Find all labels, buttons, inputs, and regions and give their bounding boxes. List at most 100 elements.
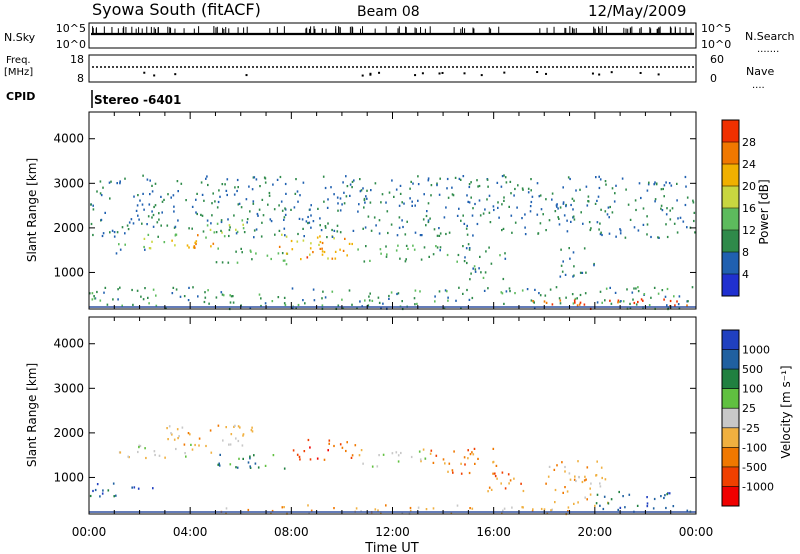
power-cell (598, 175, 600, 178)
power-cell (310, 242, 312, 245)
velocity-cell (599, 482, 601, 485)
velocity-cell (171, 433, 173, 436)
power-cell (331, 228, 333, 232)
velocity-cell (590, 482, 592, 485)
velocity-cell (420, 460, 422, 463)
power-cell (405, 258, 407, 261)
velocity-cell (198, 437, 201, 440)
power-cell (224, 183, 226, 186)
velocity-cell (447, 470, 449, 473)
power-cell (569, 257, 571, 260)
power-cell (466, 224, 468, 227)
velocity-frame (88, 316, 697, 515)
power-cell (220, 229, 222, 232)
power-cell (470, 181, 472, 184)
velocity-cell (430, 449, 433, 452)
velocity-colorbar-tick-label: -500 (742, 461, 767, 474)
velocity-cell (603, 495, 606, 498)
power-cell (101, 234, 104, 238)
freq-panel (88, 54, 697, 83)
velocity-cell (264, 464, 267, 467)
power-cell (660, 207, 662, 210)
power-cell (661, 289, 664, 292)
power-cell (249, 210, 251, 213)
power-cell (261, 198, 264, 201)
power-cell (539, 194, 542, 197)
power-cell (373, 216, 376, 219)
power-cell (511, 231, 513, 234)
cpid-value: Stereo -6401 (94, 93, 181, 107)
power-cell (399, 192, 402, 195)
power-cell (276, 178, 279, 181)
power-cell (633, 226, 636, 229)
power-cell (290, 239, 293, 243)
velocity-cell (307, 504, 309, 507)
power-cell (642, 299, 644, 302)
velocity-cell (350, 456, 353, 459)
velocity-cell (595, 502, 598, 505)
power-cell (572, 215, 575, 218)
power-cell (606, 213, 609, 216)
velocity-cell (653, 497, 656, 501)
velocity-cell (362, 462, 364, 465)
power-cell (127, 228, 130, 231)
power-cell (317, 207, 319, 210)
velocity-cell (145, 456, 147, 460)
power-colorbar-tick-label: 24 (742, 158, 756, 171)
power-cell (336, 196, 339, 199)
power-cell (192, 286, 194, 289)
power-cell (175, 233, 178, 236)
velocity-cell (309, 446, 311, 449)
power-cell (417, 183, 420, 186)
velocity-cell (646, 505, 649, 508)
power-cell (385, 255, 388, 258)
velocity-cell (548, 465, 551, 468)
power-cell (227, 218, 229, 221)
power-colorbar-swatch (722, 164, 739, 187)
power-cell (505, 290, 508, 293)
power-cell (327, 198, 329, 201)
power-cell (343, 191, 345, 194)
power-cell (594, 202, 597, 205)
power-cell (148, 302, 150, 305)
velocity-cell (96, 483, 99, 486)
power-cell (407, 247, 409, 250)
power-cell (396, 234, 399, 237)
power-cell (572, 251, 575, 254)
power-cell (508, 205, 510, 208)
power-cell (386, 253, 388, 256)
power-cell (362, 187, 364, 190)
power-cell (486, 178, 489, 181)
power-cell (693, 211, 696, 214)
power-cell (348, 289, 351, 292)
power-cell (121, 226, 124, 229)
velocity-cell (521, 506, 523, 509)
power-cell (551, 303, 554, 306)
power-cell (312, 251, 314, 254)
power-cell (445, 206, 447, 209)
power-cell (108, 181, 111, 184)
velocity-cell (589, 487, 591, 490)
power-cell (173, 210, 175, 213)
power-cell (633, 301, 636, 305)
velocity-cell (468, 471, 471, 475)
velocity-cell (547, 475, 550, 478)
velocity-cell (333, 444, 335, 448)
power-cell (686, 196, 689, 199)
power-cell (141, 222, 143, 225)
velocity-colorbar-swatch (722, 427, 739, 448)
power-cell (579, 301, 582, 304)
power-cell (664, 295, 667, 298)
power-cell (464, 256, 466, 259)
power-cell (229, 301, 232, 304)
power-cell (349, 183, 352, 186)
power-cell (297, 232, 299, 236)
power-cell (167, 193, 169, 196)
velocity-cell (429, 452, 432, 455)
power-cell (574, 301, 576, 304)
velocity-cell (152, 487, 154, 490)
velocity-cell (217, 463, 219, 466)
velocity-cell (395, 451, 398, 454)
power-cell (465, 227, 468, 230)
power-cell (334, 257, 337, 260)
